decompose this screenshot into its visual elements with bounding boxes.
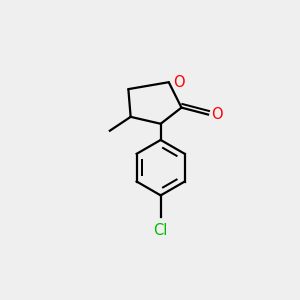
Text: O: O bbox=[212, 107, 223, 122]
Text: O: O bbox=[173, 75, 184, 90]
Text: Cl: Cl bbox=[154, 223, 168, 238]
